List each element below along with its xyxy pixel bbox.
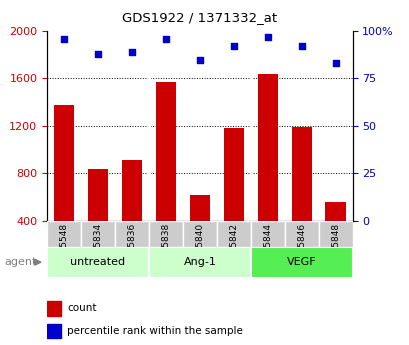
- Text: GSM75842: GSM75842: [229, 223, 238, 272]
- Bar: [257, 74, 277, 221]
- Text: GSM75846: GSM75846: [297, 223, 306, 272]
- Point: [128, 49, 135, 55]
- Bar: [189, 195, 209, 221]
- Text: GSM75840: GSM75840: [195, 223, 204, 272]
- Bar: [284, 221, 318, 247]
- Bar: [88, 169, 108, 221]
- Point: [298, 43, 304, 49]
- Bar: [47, 301, 61, 316]
- Text: GSM75834: GSM75834: [93, 223, 102, 272]
- Text: VEGF: VEGF: [286, 257, 316, 267]
- Bar: [250, 247, 352, 278]
- Bar: [54, 105, 74, 221]
- Text: untreated: untreated: [70, 257, 125, 267]
- Point: [332, 61, 338, 66]
- Point: [196, 57, 203, 62]
- Point: [94, 51, 101, 57]
- Text: GSM75836: GSM75836: [127, 223, 136, 272]
- Bar: [148, 247, 250, 278]
- Bar: [182, 221, 216, 247]
- Text: agent: agent: [4, 257, 36, 267]
- Bar: [155, 82, 176, 221]
- Bar: [216, 221, 250, 247]
- Bar: [148, 221, 182, 247]
- Bar: [81, 221, 115, 247]
- Text: GDS1922 / 1371332_at: GDS1922 / 1371332_at: [122, 11, 277, 24]
- Bar: [325, 202, 345, 221]
- Point: [61, 36, 67, 41]
- Text: Ang-1: Ang-1: [183, 257, 216, 267]
- Text: GSM75848: GSM75848: [330, 223, 339, 272]
- Bar: [121, 160, 142, 221]
- Point: [264, 34, 270, 40]
- Text: count: count: [67, 303, 96, 313]
- Bar: [47, 221, 81, 247]
- Bar: [115, 221, 148, 247]
- Bar: [47, 324, 61, 338]
- Bar: [47, 247, 148, 278]
- Point: [162, 36, 169, 41]
- Text: GSM75838: GSM75838: [161, 223, 170, 272]
- Bar: [250, 221, 284, 247]
- Bar: [223, 128, 243, 221]
- Text: percentile rank within the sample: percentile rank within the sample: [67, 326, 242, 336]
- Text: GSM75844: GSM75844: [263, 223, 272, 272]
- Text: GSM75548: GSM75548: [59, 223, 68, 272]
- Point: [230, 43, 236, 49]
- Bar: [291, 127, 311, 221]
- Bar: [318, 221, 352, 247]
